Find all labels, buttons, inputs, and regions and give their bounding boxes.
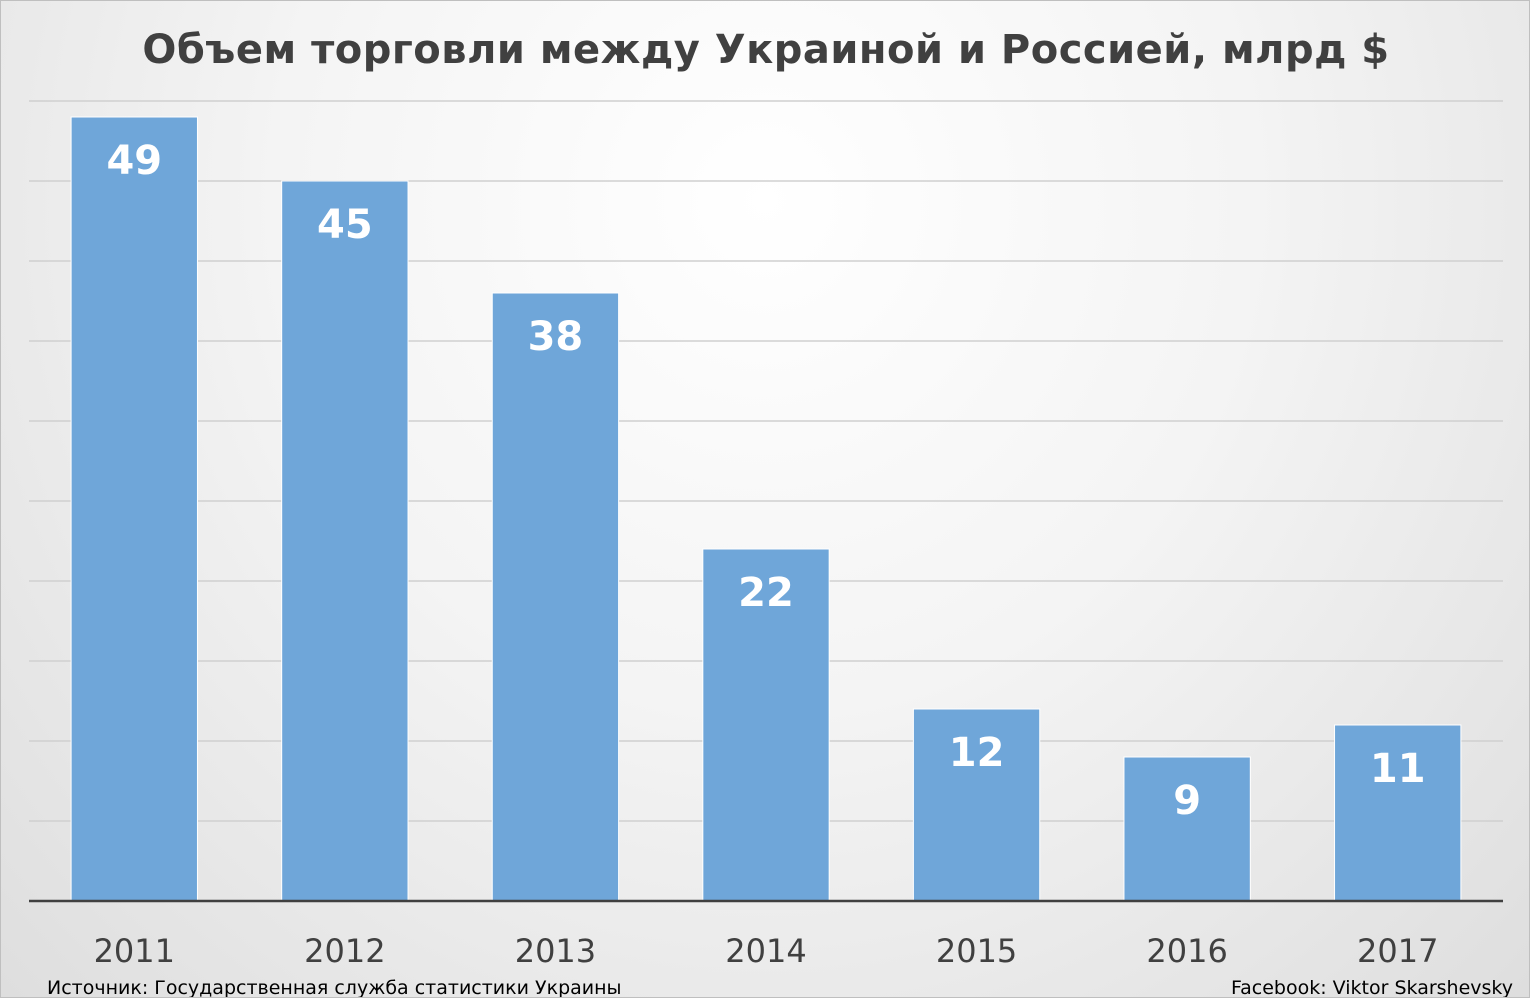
data-label: 49 <box>106 138 162 184</box>
data-label: 11 <box>1370 746 1426 792</box>
chart-title: Объем торговли между Украиной и Россией,… <box>142 27 1390 73</box>
bar-2017 <box>1334 724 1462 902</box>
x-tick-label: 2015 <box>936 932 1017 970</box>
data-label: 45 <box>317 202 373 248</box>
bar-2016 <box>1123 756 1251 902</box>
x-tick-label: 2016 <box>1146 932 1227 970</box>
bar-2015 <box>912 708 1041 902</box>
data-label: 9 <box>1173 778 1201 824</box>
x-tick-label: 2011 <box>94 932 175 970</box>
source-note: Источник: Государственная служба статист… <box>47 977 622 998</box>
bar-2013 <box>491 292 620 902</box>
x-tick-label: 2012 <box>304 932 385 970</box>
data-label: 12 <box>949 730 1005 776</box>
author-credit: Facebook: Viktor Skarshevsky <box>1230 977 1513 998</box>
bar-2012 <box>281 180 409 902</box>
x-axis-tick-labels: 2011 2012 2013 2014 2015 2016 2017 <box>94 932 1439 970</box>
x-tick-label: 2014 <box>725 932 806 970</box>
data-labels: 49 45 38 22 12 9 11 <box>106 138 1425 824</box>
x-tick-label: 2013 <box>515 932 596 970</box>
bar-2011 <box>70 116 198 902</box>
data-label: 22 <box>738 570 794 616</box>
data-label: 38 <box>528 314 584 360</box>
bars <box>70 116 1462 902</box>
bar-2014 <box>702 548 830 902</box>
x-tick-label: 2017 <box>1357 932 1438 970</box>
